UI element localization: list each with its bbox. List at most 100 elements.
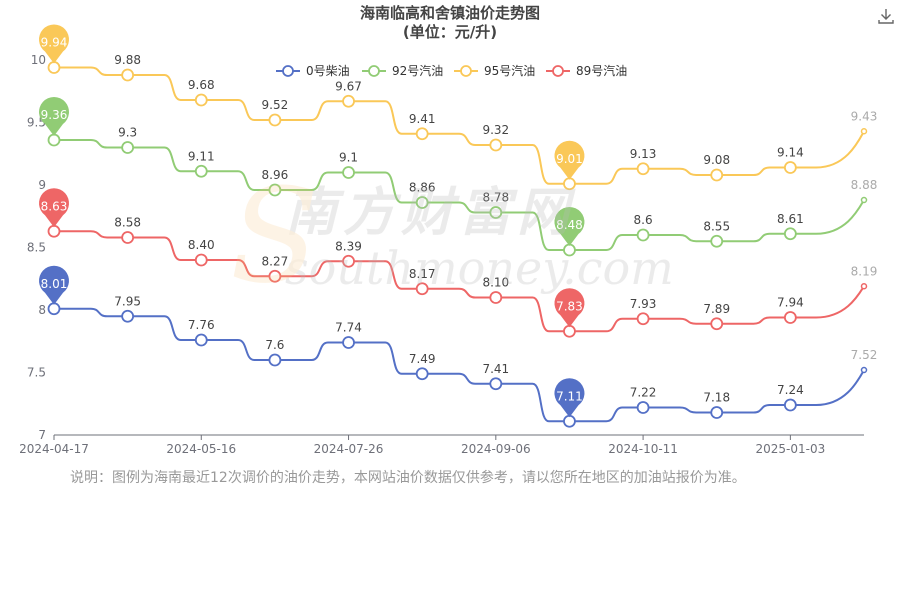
data-point <box>563 324 576 338</box>
data-label: 8.40 <box>188 238 215 252</box>
data-point <box>710 317 724 331</box>
data-point <box>121 231 135 244</box>
data-point <box>636 162 650 176</box>
data-label: 8.27 <box>262 254 289 268</box>
data-label: 7.49 <box>409 352 436 366</box>
data-label: 8.86 <box>409 181 436 195</box>
data-point <box>489 206 503 219</box>
y-tick-label: 9 <box>38 178 46 192</box>
data-label: 8.96 <box>262 168 289 182</box>
data-label: 7.22 <box>630 386 657 400</box>
data-label: 7.52 <box>851 348 878 362</box>
data-label: 9.41 <box>409 112 436 126</box>
marker-pin-label: 7.11 <box>556 389 583 403</box>
data-label: 9.08 <box>703 153 730 167</box>
data-point <box>47 133 61 147</box>
chart-title: 海南临高和舍镇油价走势图 (单位：元/升) <box>0 4 900 42</box>
data-point <box>268 113 282 127</box>
data-label: 7.41 <box>482 362 509 376</box>
data-point <box>563 243 576 257</box>
x-tick-label: 2024-09-06 <box>461 442 531 456</box>
marker-pin-label: 9.94 <box>41 36 68 50</box>
y-tick-label: 8 <box>38 303 46 317</box>
marker-pin <box>39 188 70 228</box>
chart-title-unit: (单位：元/升) <box>402 23 498 41</box>
marker-pin <box>39 24 70 64</box>
series-line-1 <box>54 139 865 251</box>
data-point <box>415 127 429 141</box>
data-label: 9.52 <box>262 98 289 112</box>
data-point <box>47 224 61 238</box>
data-point <box>121 68 135 82</box>
data-label: 9.1 <box>339 151 358 165</box>
data-point <box>415 367 429 381</box>
data-point <box>860 366 868 374</box>
data-label: 7.6 <box>265 338 284 352</box>
legend-label: 92号汽油 <box>392 63 443 78</box>
data-point <box>194 93 208 107</box>
data-point <box>121 141 135 154</box>
marker-pin <box>39 97 70 136</box>
data-point <box>489 377 503 391</box>
x-tick-label: 2025-01-03 <box>755 442 825 456</box>
y-tick-label: 7.5 <box>27 366 46 380</box>
data-label: 8.61 <box>777 212 804 226</box>
data-label: 9.3 <box>118 126 137 140</box>
download-icon[interactable] <box>876 6 896 26</box>
series-line-3 <box>54 230 865 333</box>
data-point <box>342 94 355 108</box>
data-label: 8.19 <box>851 264 878 278</box>
data-point <box>268 353 282 367</box>
download-icon-glyph <box>878 9 894 24</box>
data-point <box>342 254 355 268</box>
data-point <box>415 196 429 209</box>
marker-pin-label: 7.83 <box>556 299 583 313</box>
data-point <box>194 253 208 267</box>
marker-pin-label: 9.36 <box>41 108 68 122</box>
legend-symbol <box>368 65 380 77</box>
data-label: 7.24 <box>777 383 804 397</box>
data-point <box>563 414 576 428</box>
data-label: 8.10 <box>482 276 509 290</box>
data-label: 8.58 <box>114 216 141 230</box>
data-point <box>710 234 724 248</box>
data-point <box>783 227 797 241</box>
y-tick-label: 10 <box>31 53 46 67</box>
data-label: 8.55 <box>703 219 730 233</box>
data-point <box>636 228 650 242</box>
data-label: 9.67 <box>335 79 362 93</box>
data-point <box>636 401 650 414</box>
data-point <box>194 333 208 347</box>
data-label: 7.18 <box>703 391 730 405</box>
series-line-2 <box>54 66 865 185</box>
chart-title-main: 海南临高和舍镇油价走势图 <box>359 4 540 22</box>
x-tick-label: 2024-07-26 <box>314 442 384 456</box>
marker-pin-label: 8.48 <box>556 218 583 232</box>
data-label: 8.78 <box>482 191 509 205</box>
data-point <box>268 269 282 283</box>
data-point <box>342 336 355 349</box>
data-label: 8.6 <box>634 213 653 227</box>
marker-pin <box>554 206 585 246</box>
data-label: 7.95 <box>114 294 141 308</box>
data-label: 9.32 <box>482 123 509 137</box>
x-tick-label: 2024-04-17 <box>19 442 89 456</box>
marker-pin-label: 8.63 <box>41 199 68 213</box>
x-tick-label: 2024-05-16 <box>166 442 236 456</box>
data-point <box>47 302 61 316</box>
marker-pin <box>554 378 585 418</box>
data-label: 7.74 <box>335 321 362 335</box>
marker-pin-label: 9.01 <box>556 152 583 166</box>
data-point <box>268 183 282 197</box>
x-tick-label: 2024-10-11 <box>608 442 678 456</box>
legend-symbol <box>552 65 564 77</box>
data-point <box>415 282 429 296</box>
data-label: 9.88 <box>114 53 141 67</box>
data-point <box>489 138 503 152</box>
data-point <box>860 128 868 135</box>
series-line-0 <box>54 307 865 423</box>
data-label: 9.14 <box>777 146 804 160</box>
data-point <box>489 291 503 304</box>
data-point <box>342 166 355 179</box>
